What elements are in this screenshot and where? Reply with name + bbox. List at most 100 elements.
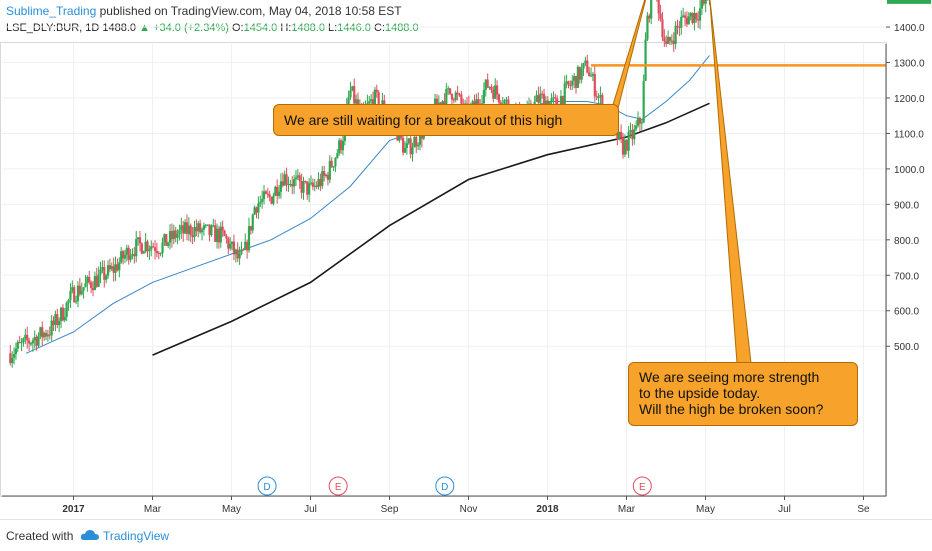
candle-body <box>338 140 340 153</box>
candle-body <box>19 342 21 343</box>
candle-body <box>178 230 180 234</box>
candle-body <box>84 283 86 287</box>
candle-body <box>455 93 457 100</box>
candle-body <box>62 308 64 320</box>
candle-body <box>637 118 639 126</box>
candle-body <box>171 231 173 239</box>
candle-body <box>353 86 355 103</box>
candle-body <box>376 90 378 92</box>
candle-body <box>648 16 650 19</box>
candle-body <box>58 321 60 325</box>
candle-body <box>113 266 115 273</box>
candle-body <box>263 191 265 199</box>
candle-body <box>128 248 130 260</box>
candle-body <box>537 95 539 102</box>
candle-body <box>135 239 137 256</box>
candle-body <box>408 138 410 143</box>
candle-body <box>131 254 133 255</box>
candle-body <box>67 300 69 303</box>
x-tick-label: Jul <box>304 504 317 515</box>
candle-body <box>697 19 699 20</box>
candle-body <box>355 99 357 103</box>
candle-body <box>498 94 500 102</box>
candle-body <box>64 317 66 320</box>
candle-body <box>282 181 284 185</box>
y-tick-label: 700.0 <box>894 271 919 282</box>
candle-body <box>618 132 620 140</box>
candle-body <box>577 67 579 88</box>
candle-body <box>242 249 244 250</box>
candle-body <box>413 137 415 148</box>
created-with-label: Created with <box>6 529 73 543</box>
candle-body <box>73 287 75 302</box>
candle-body <box>220 227 222 243</box>
x-tick-label: Jul <box>778 504 791 515</box>
event-marker-label: E <box>639 482 646 493</box>
candle-body <box>192 235 194 237</box>
candle-body <box>487 80 489 88</box>
candle-body <box>188 226 190 234</box>
candle-body <box>66 303 68 317</box>
candle-body <box>252 215 254 231</box>
candle-body <box>225 236 227 239</box>
candle-body <box>88 277 90 282</box>
candle-body <box>49 335 51 336</box>
candle-body <box>137 237 139 239</box>
candle-body <box>165 234 167 246</box>
candle-body <box>488 87 490 88</box>
candle-body <box>447 88 449 89</box>
annotation-pointer <box>710 0 752 363</box>
candle-body <box>308 183 310 194</box>
candle-body <box>691 13 693 23</box>
candle-body <box>116 264 118 270</box>
candle-body <box>269 194 271 197</box>
candle-body <box>193 227 195 237</box>
annotation-breakout[interactable]: We are still waiting for a breakout of t… <box>273 104 619 136</box>
annotation-strength[interactable]: We are seeing more strength to the upsid… <box>628 362 858 426</box>
candle-body <box>133 254 135 256</box>
candle-body <box>120 251 122 262</box>
y-tick-label: 900.0 <box>894 200 919 211</box>
candle-body <box>316 186 318 187</box>
candle-body <box>620 132 622 138</box>
candle-body <box>22 338 24 342</box>
candle-body <box>280 181 282 191</box>
candle-body <box>287 184 289 185</box>
candle-body <box>86 277 88 283</box>
candle-body <box>197 223 199 231</box>
candle-body <box>631 130 633 139</box>
candle-body <box>270 197 272 204</box>
candle-body <box>301 181 303 193</box>
candle-body <box>492 90 494 99</box>
tradingview-brand-link[interactable]: TradingView <box>103 529 169 543</box>
candle-body <box>626 140 628 151</box>
candle-body <box>658 0 660 14</box>
candle-body <box>671 41 673 42</box>
candle-body <box>158 253 160 254</box>
y-tick-label: 1100.0 <box>894 129 924 140</box>
candle-body <box>75 301 77 302</box>
candle-body <box>566 81 568 83</box>
candle-body <box>259 202 261 204</box>
candle-body <box>573 76 575 81</box>
candle-body <box>274 187 276 196</box>
candle-body <box>205 225 207 226</box>
y-tick-label: 1400.0 <box>894 23 925 34</box>
candle-body <box>122 251 124 258</box>
candle-body <box>284 174 286 185</box>
candle-body <box>210 226 212 235</box>
candle-body <box>79 286 81 295</box>
candle-body <box>457 93 459 95</box>
candle-body <box>599 95 601 97</box>
x-tick-label: Nov <box>460 504 478 515</box>
candle-body <box>186 222 188 234</box>
candle-body <box>325 175 327 176</box>
candle-body <box>332 166 334 167</box>
candle-body <box>678 27 680 28</box>
candle-body <box>458 94 460 95</box>
candle-body <box>41 327 43 337</box>
candle-body <box>161 242 163 253</box>
candle-body <box>676 26 678 27</box>
candle-body <box>37 336 39 346</box>
